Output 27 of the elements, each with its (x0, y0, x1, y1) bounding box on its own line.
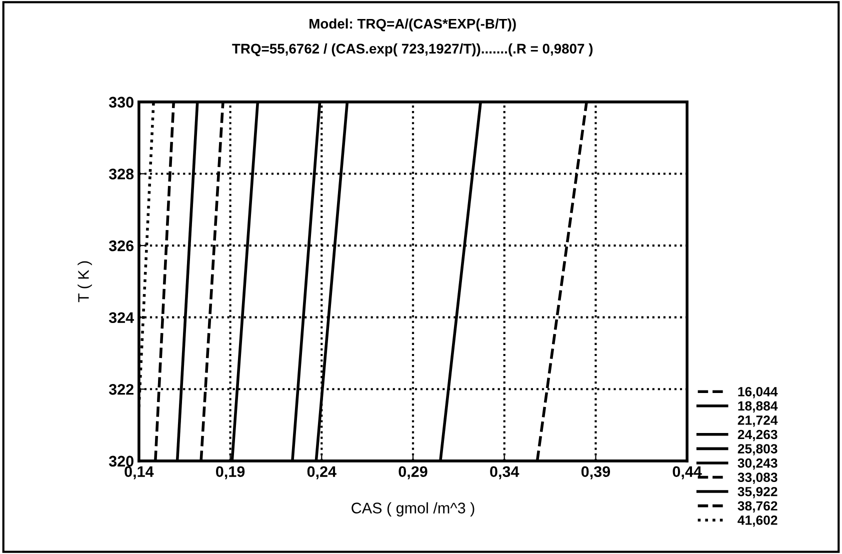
x-tick-label: 0,14 (124, 466, 154, 480)
legend-label: 16,044 (738, 386, 778, 398)
y-tick-label: 328 (108, 168, 134, 180)
legend-label: 24,263 (738, 430, 778, 442)
legend-label: 41,602 (738, 515, 778, 527)
y-tick-label: 330 (108, 96, 134, 108)
legend-label: 18,884 (738, 401, 778, 413)
x-tick-label: 0,24 (307, 466, 336, 480)
legend-label: 25,803 (738, 444, 778, 456)
legend-label: 30,243 (738, 458, 778, 470)
x-tick-label: 0,19 (216, 466, 245, 480)
x-tick-label: 0,44 (672, 466, 702, 480)
x-axis-title: CAS ( gmol /m^3 ) (352, 502, 474, 516)
legend-label: 33,083 (738, 472, 778, 484)
x-tick-label: 0,39 (581, 466, 610, 480)
legend-label: 21,724 (738, 416, 778, 427)
x-tick-label: 0,34 (490, 466, 520, 480)
y-tick-label: 326 (108, 240, 134, 252)
chart-subtitle: TRQ=55,6762 / (CAS.exp( 723,1927/T)).......(.R = 0,9807 ) (232, 43, 593, 56)
x-tick-label: 0,29 (398, 466, 428, 480)
chart-title: Model: TRQ=A/(CAS*EXP(-B/T)) (310, 18, 516, 32)
y-tick-label: 320 (108, 456, 134, 467)
legend-label: 38,762 (738, 501, 778, 512)
y-tick-label: 322 (108, 384, 134, 395)
y-tick-label: 324 (108, 312, 134, 324)
y-axis-title: T ( K ) (78, 261, 92, 302)
legend-label: 35,922 (738, 486, 778, 498)
